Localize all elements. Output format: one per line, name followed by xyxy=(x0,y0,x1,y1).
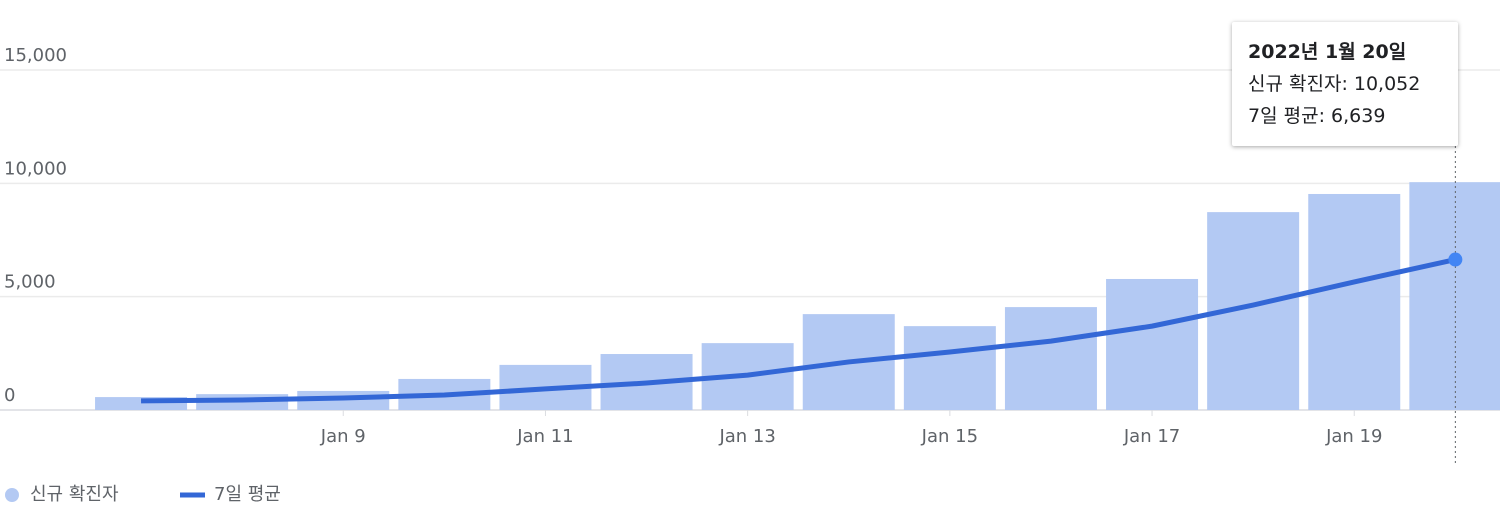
y-tick-label: 10,000 xyxy=(4,158,67,179)
line xyxy=(141,257,1456,404)
tooltip-title: 2022년 1월 20일 xyxy=(1248,41,1407,63)
bar xyxy=(1409,182,1500,410)
bar xyxy=(1308,193,1401,410)
bar xyxy=(1004,307,1097,410)
x-tick-label: Jan 15 xyxy=(921,426,978,447)
legend-label: 신규 확진자 xyxy=(30,484,119,505)
y-tick-label: 5,000 xyxy=(4,272,56,293)
hover-point xyxy=(1448,252,1463,267)
x-tick-label: Jan 11 xyxy=(516,426,573,447)
y-tick-label: 0 xyxy=(4,385,15,406)
bar xyxy=(1106,278,1199,410)
x-tick-label: Jan 13 xyxy=(718,426,775,447)
legend-swatch xyxy=(5,488,19,502)
x-tick-label: Jan 9 xyxy=(320,426,366,447)
x-tick-label: Jan 19 xyxy=(1325,426,1382,447)
x-tick-label: Jan 17 xyxy=(1123,426,1180,447)
tooltip-line: 7일 평균: 6,639 xyxy=(1248,105,1386,127)
legend-label: 7일 평균 xyxy=(214,484,281,505)
y-tick-label: 15,000 xyxy=(4,45,67,66)
tooltip-line: 신규 확진자: 10,052 xyxy=(1248,73,1421,95)
bar xyxy=(903,326,996,410)
tooltip: 2022년 1월 20일 신규 확진자: 10,052 7일 평균: 6,639 xyxy=(1232,22,1458,146)
